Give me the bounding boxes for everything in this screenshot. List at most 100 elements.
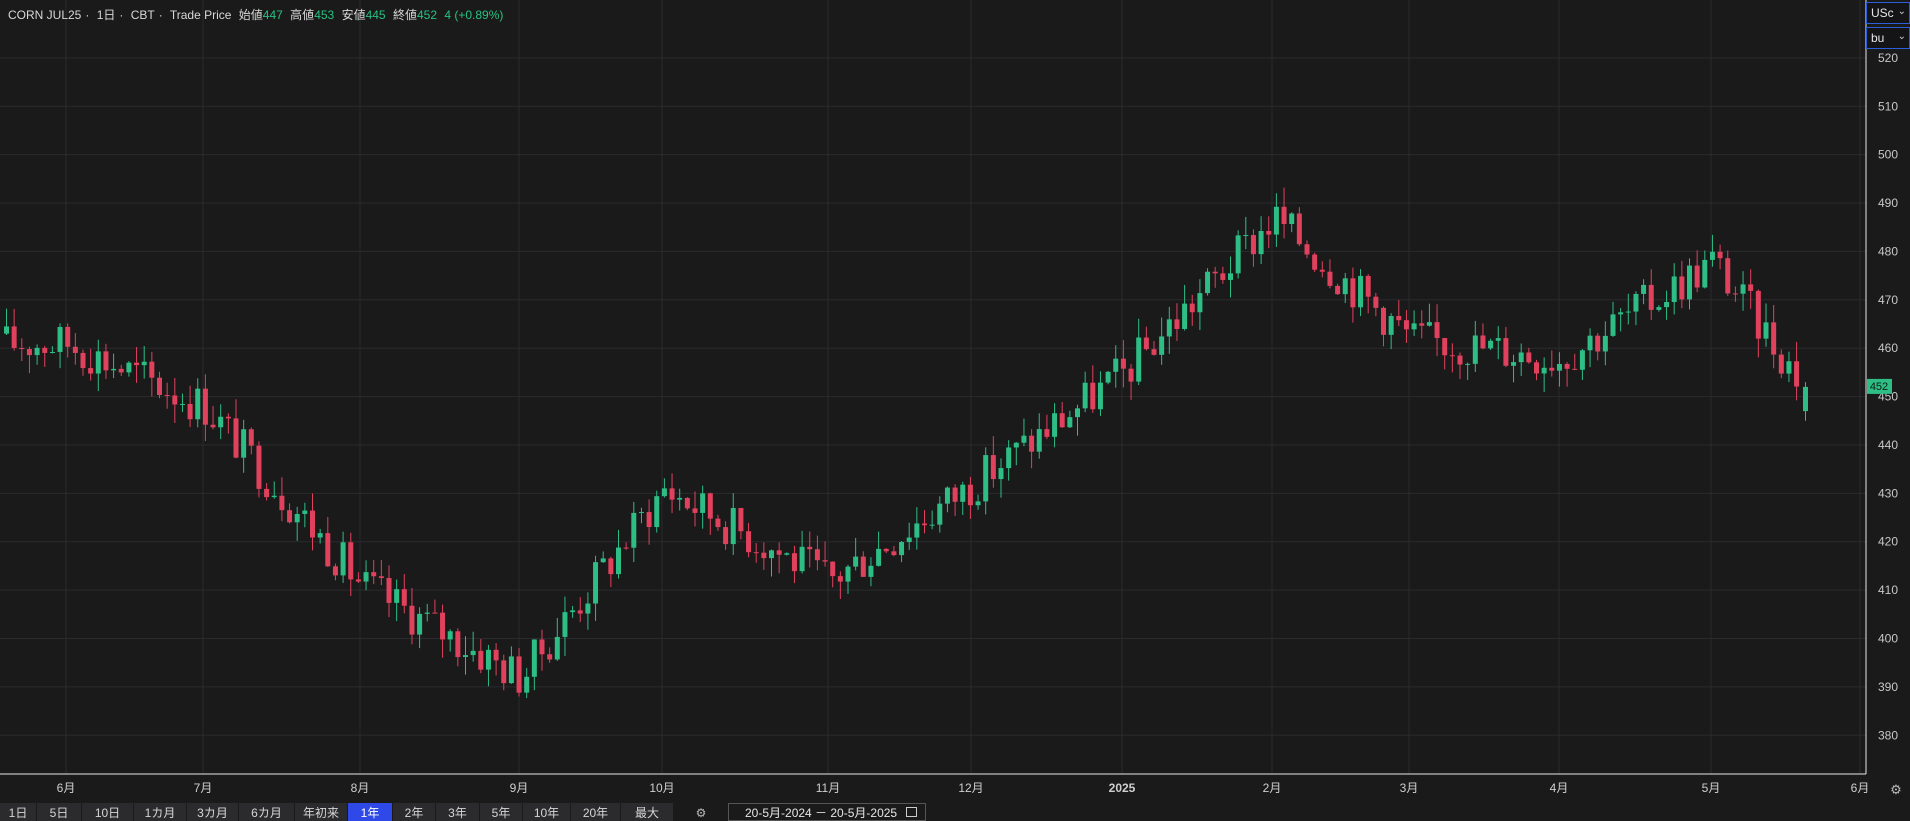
y-tick-label: 410 — [1878, 583, 1898, 597]
candle-body — [4, 326, 9, 334]
x-tick-label: 4月 — [1550, 781, 1569, 795]
candle-body — [1388, 315, 1394, 335]
x-tick-label: 2月 — [1263, 781, 1282, 795]
candle-body — [1205, 271, 1211, 294]
candle-body — [126, 362, 132, 373]
period-button[interactable]: 3年 — [436, 803, 480, 821]
candle-body — [1740, 284, 1746, 294]
candle-body — [746, 531, 752, 553]
candle-body — [394, 589, 400, 603]
date-range-text: 20-5月-2024 － 20-5月-2025 — [745, 806, 898, 820]
gear-icon[interactable]: ⚙ — [695, 806, 707, 820]
candle-body — [363, 572, 369, 582]
open-label: 始値 — [238, 8, 263, 22]
measure-unit-select[interactable]: bu ⌄ — [1866, 27, 1910, 49]
candle-body — [348, 542, 354, 580]
period-button[interactable]: 5日 — [37, 803, 82, 821]
close-label: 終値 — [392, 8, 417, 22]
candle-body — [1327, 271, 1333, 286]
period-button[interactable]: 2年 — [393, 803, 436, 821]
candle-body — [1587, 335, 1593, 351]
period-button[interactable]: 20年 — [571, 803, 621, 821]
period-button[interactable]: 1カ月 — [134, 803, 187, 821]
candle-body — [1709, 251, 1715, 260]
candle-body — [845, 566, 851, 582]
y-tick-label: 430 — [1878, 486, 1898, 500]
candle-body — [799, 546, 805, 572]
chart-settings-icon[interactable]: ⚙ — [1890, 782, 1902, 797]
candle-body — [692, 508, 698, 513]
candle-body — [1549, 367, 1555, 371]
candle-body — [310, 510, 315, 538]
chevron-down-icon: ⌄ — [1897, 6, 1906, 17]
y-tick-label: 520 — [1878, 51, 1898, 65]
y-tick-label: 380 — [1878, 728, 1898, 742]
period-button[interactable]: 10日 — [82, 803, 134, 821]
period-button[interactable]: 1年 — [348, 803, 393, 821]
x-tick-label: 5月 — [1702, 781, 1721, 795]
period-button[interactable]: 3カ月 — [187, 803, 239, 821]
period-button[interactable]: 10年 — [523, 803, 571, 821]
candle-body — [1289, 213, 1295, 225]
x-tick-label: 3月 — [1400, 781, 1419, 795]
chart-header: CORN JUL25 · 1日 · CBT · Trade Price 始値447 高… — [8, 6, 507, 23]
candle-body — [791, 553, 797, 572]
symbol-label: CORN JUL25 — [8, 8, 82, 22]
candle-body — [1342, 278, 1348, 295]
last-price-label: 452 — [1870, 381, 1888, 393]
candle-body — [1365, 275, 1371, 297]
header-separator: · — [85, 8, 90, 22]
candle-body — [1725, 258, 1731, 294]
period-button[interactable]: 最大 — [621, 803, 674, 821]
candle-body — [1786, 361, 1792, 374]
candle-body — [11, 326, 17, 348]
period-button[interactable]: 5年 — [480, 803, 523, 821]
currency-unit-select[interactable]: USc ⌄ — [1866, 2, 1910, 24]
y-tick-label: 400 — [1878, 632, 1898, 646]
y-tick-label: 470 — [1878, 293, 1898, 307]
candle-body — [1656, 307, 1662, 310]
candle-body — [1595, 335, 1601, 352]
currency-unit-value: USc — [1871, 6, 1894, 20]
candle-body — [1671, 276, 1677, 303]
period-button[interactable]: 年初来 — [295, 803, 348, 821]
candle-body — [1197, 293, 1203, 313]
candle-body — [990, 455, 996, 480]
period-button[interactable]: 6カ月 — [239, 803, 295, 821]
candle-body — [95, 351, 101, 374]
candle-body — [539, 639, 545, 655]
candle-body — [1044, 429, 1050, 437]
candle-body — [1526, 352, 1532, 363]
candle-body — [837, 576, 843, 582]
candle-body — [891, 551, 897, 556]
y-tick-label: 390 — [1878, 680, 1898, 694]
candle-body — [1182, 303, 1188, 329]
candle-body — [279, 495, 285, 511]
candle-body — [1503, 338, 1509, 366]
candle-body — [386, 578, 392, 603]
candle-body — [340, 542, 346, 576]
exchange-label: CBT — [130, 8, 155, 22]
candle-body — [922, 523, 927, 526]
candle-body — [1235, 235, 1241, 274]
candle-body — [1534, 362, 1539, 374]
candle-body — [807, 546, 813, 550]
candle-body — [1610, 314, 1616, 336]
period-button[interactable]: 1日 — [0, 803, 37, 821]
candle-body — [1120, 358, 1126, 369]
candle-body — [302, 510, 308, 514]
candle-body — [1304, 244, 1310, 255]
date-range-picker[interactable]: 20-5月-2024 － 20-5月-2025 — [728, 803, 926, 821]
candle-body — [1189, 303, 1195, 313]
candle-body — [371, 572, 377, 577]
candle-body — [1136, 337, 1142, 382]
candle-body — [233, 418, 239, 458]
candle-body — [1097, 382, 1103, 410]
candle-body — [202, 388, 208, 425]
candle-body — [478, 650, 484, 670]
candle-body — [1159, 336, 1165, 355]
candle-body — [929, 524, 935, 526]
candle-body — [1105, 371, 1111, 383]
candle-body — [34, 347, 40, 356]
